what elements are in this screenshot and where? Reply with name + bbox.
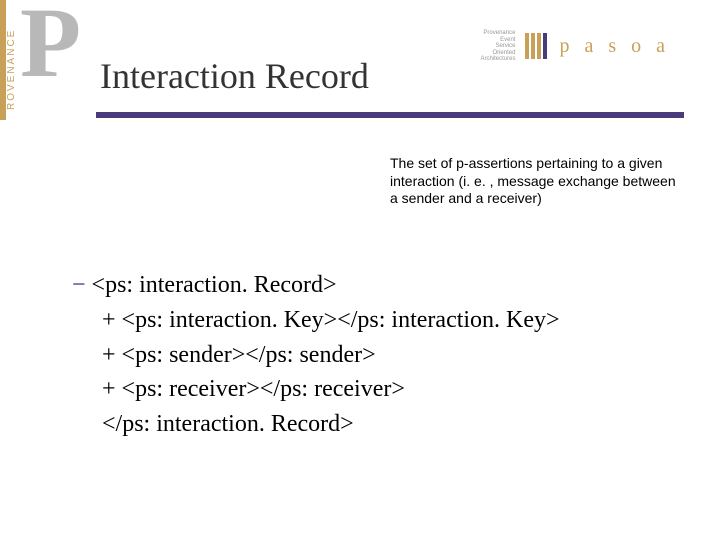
xml-line: + <ps: interaction. Key></ps: interactio… [102, 307, 560, 333]
logo-bars [525, 33, 547, 59]
logo-bar [543, 33, 547, 59]
logo-bar [531, 33, 535, 59]
xml-line: <ps: interaction. Record> [86, 272, 337, 298]
xml-line: + <ps: receiver></ps: receiver> [102, 376, 405, 402]
pasoa-label: p a s o a [559, 35, 670, 58]
left-sidebar: ROVENANCE P [0, 0, 70, 120]
logo-line: Event [480, 37, 515, 44]
logo-line: Service [480, 43, 515, 50]
logo-line: Oriented [480, 50, 515, 57]
description-text: The set of p-assertions pertaining to a … [390, 155, 678, 208]
xml-line: + <ps: sender></ps: sender> [102, 342, 376, 368]
logo-bar [537, 33, 541, 59]
logo-line: Architectures [480, 56, 515, 63]
xml-line: </ps: interaction. Record> [102, 411, 354, 437]
xml-code-block: − <ps: interaction. Record> + <ps: inter… [72, 268, 560, 442]
horizontal-rule [96, 112, 684, 118]
xml-collapse-icon: − [72, 272, 86, 298]
logo-bar [525, 33, 529, 59]
page-title: Interaction Record [100, 55, 369, 97]
logo-line: Provenance [480, 30, 515, 37]
big-p-letter: P [20, 0, 81, 85]
logo-small-text: Provenance Event Service Oriented Archit… [480, 30, 515, 63]
vertical-label: ROVENANCE [6, 29, 17, 110]
top-right-logo: Provenance Event Service Oriented Archit… [480, 30, 670, 63]
